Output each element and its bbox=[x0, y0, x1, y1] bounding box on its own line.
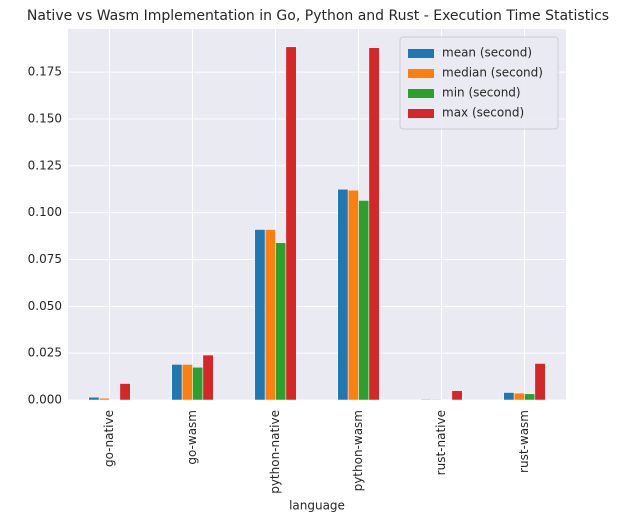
y-tick-label: 0.025 bbox=[28, 346, 62, 360]
bar bbox=[99, 398, 109, 400]
y-tick-label: 0.125 bbox=[28, 158, 62, 172]
bar bbox=[421, 399, 431, 400]
bar bbox=[265, 229, 275, 400]
bar bbox=[514, 393, 524, 400]
x-tick-label: python-wasm bbox=[351, 410, 365, 491]
bar bbox=[255, 229, 265, 400]
bar bbox=[525, 394, 535, 400]
x-tick-label: python-native bbox=[268, 410, 282, 494]
bar bbox=[89, 397, 99, 400]
y-tick-label: 0.075 bbox=[28, 252, 62, 266]
x-axis-label: language bbox=[289, 499, 345, 513]
legend-swatch bbox=[408, 89, 434, 98]
y-tick-label: 0.175 bbox=[28, 65, 62, 79]
bar bbox=[203, 355, 213, 400]
bar bbox=[286, 47, 296, 400]
y-tick-label: 0.150 bbox=[28, 111, 62, 125]
bar bbox=[276, 243, 286, 400]
bar bbox=[182, 364, 192, 400]
bar bbox=[193, 367, 203, 400]
bar bbox=[535, 363, 545, 400]
x-tick-label: rust-wasm bbox=[517, 410, 531, 473]
legend-swatch bbox=[408, 109, 434, 118]
bar bbox=[369, 48, 379, 400]
bar bbox=[452, 391, 462, 400]
x-tick-label: go-native bbox=[102, 410, 116, 467]
legend-label: max (second) bbox=[442, 106, 524, 120]
legend-label: min (second) bbox=[442, 86, 521, 100]
y-tick-label: 0.100 bbox=[28, 205, 62, 219]
bar bbox=[348, 190, 358, 400]
bar bbox=[359, 200, 369, 400]
x-tick-label: rust-native bbox=[434, 410, 448, 475]
bar bbox=[120, 384, 130, 400]
y-tick-label: 0.050 bbox=[28, 299, 62, 313]
y-tick-label: 0.000 bbox=[28, 393, 62, 407]
x-tick-label: go-wasm bbox=[185, 410, 199, 465]
bar bbox=[172, 364, 182, 400]
legend-swatch bbox=[408, 69, 434, 78]
chart-title: Native vs Wasm Implementation in Go, Pyt… bbox=[27, 8, 609, 24]
bar bbox=[431, 399, 441, 400]
legend-label: mean (second) bbox=[442, 46, 532, 60]
legend-swatch bbox=[408, 49, 434, 58]
bar bbox=[338, 189, 348, 400]
bar bbox=[504, 393, 514, 400]
legend-label: median (second) bbox=[442, 66, 543, 80]
